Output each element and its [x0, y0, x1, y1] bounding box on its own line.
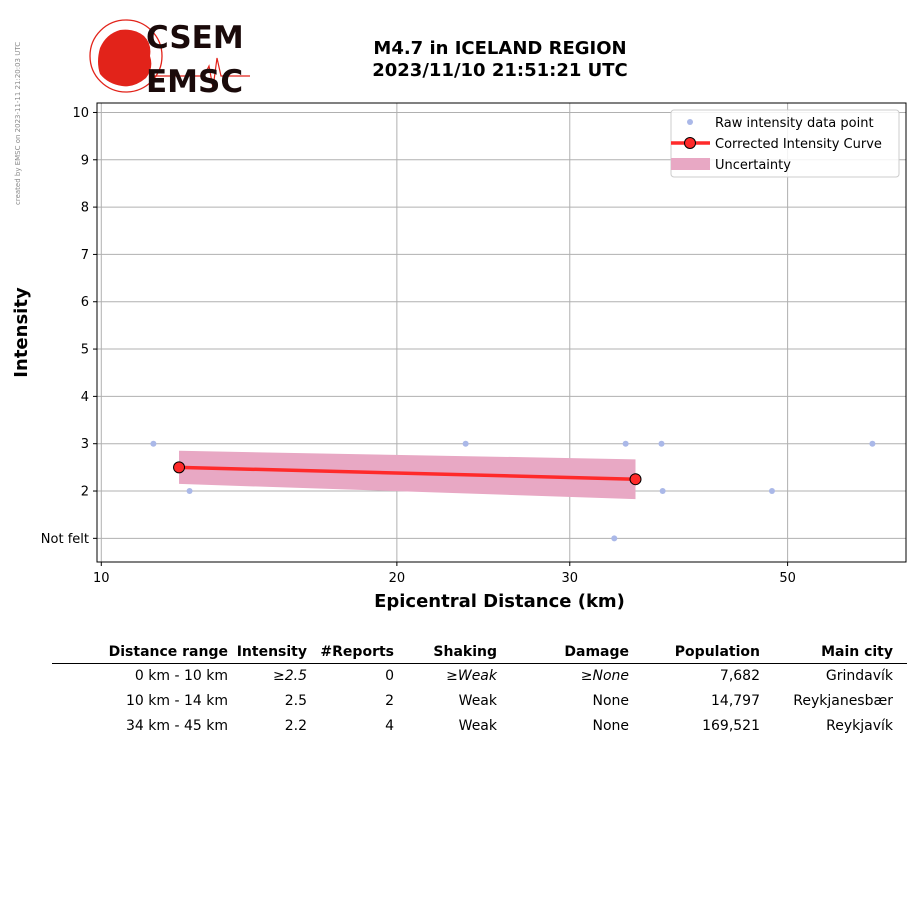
header-intensity: Intensity: [236, 644, 307, 660]
cell-population: 7,682: [719, 668, 760, 684]
emsc-logo: CSEM EMSC: [89, 19, 250, 100]
chart-legend: Raw intensity data point Corrected Intens…: [670, 109, 900, 178]
y-tick-label: 9: [81, 153, 89, 168]
table-row: 0 km - 10 km ≥2.5 0 ≥Weak ≥None 7,682 Gr…: [52, 664, 907, 689]
header-distance: Distance range: [108, 644, 228, 660]
header-population: Population: [674, 644, 760, 660]
y-axis-label: Intensity: [11, 287, 32, 378]
header-damage: Damage: [564, 644, 629, 660]
cell-damage: None: [592, 718, 629, 734]
x-axis-label: Epicentral Distance (km): [374, 591, 625, 612]
x-tick-label: 30: [562, 571, 579, 586]
cell-damage: ≥None: [580, 668, 629, 684]
title-line-1: M4.7 in ICELAND REGION: [373, 38, 627, 59]
raw-data-point: [659, 488, 666, 495]
table-header-row: Distance range Intensity #Reports Shakin…: [52, 640, 907, 664]
raw-data-point: [768, 488, 775, 495]
cell-shaking: ≥Weak: [446, 668, 497, 684]
raw-data-point: [611, 535, 618, 542]
legend-marker-curve: [684, 137, 696, 149]
corrected-curve-point: [629, 473, 642, 486]
x-tick-label: 10: [93, 571, 110, 586]
raw-data-point: [622, 440, 629, 447]
y-tick-label: 8: [81, 201, 89, 216]
cell-distance: 34 km - 45 km: [126, 718, 228, 734]
x-tick-label: 50: [779, 571, 796, 586]
cell-intensity: 2.2: [284, 718, 307, 734]
y-tick-label: Not felt: [41, 532, 89, 547]
page-title: M4.7 in ICELAND REGION 2023/11/10 21:51:…: [300, 38, 700, 82]
raw-data-point: [869, 440, 876, 447]
cell-intensity: ≥2.5: [273, 668, 307, 684]
raw-data-point: [658, 440, 665, 447]
cell-reports: 2: [385, 693, 394, 709]
logo-top-word: CSEM: [146, 20, 244, 56]
x-tick-label: 20: [389, 571, 406, 586]
y-tick-label: 10: [72, 106, 89, 121]
cell-main-city: Reykjanesbær: [793, 693, 893, 709]
raw-data-point: [150, 440, 157, 447]
cell-damage: None: [592, 693, 629, 709]
raw-data-point: [186, 488, 193, 495]
raw-data-point: [462, 440, 469, 447]
plot-frame: [96, 102, 907, 563]
y-tick-label: 6: [81, 295, 89, 310]
cell-shaking: Weak: [458, 693, 497, 709]
header-main-city: Main city: [821, 644, 893, 660]
cell-distance: 0 km - 10 km: [134, 668, 228, 684]
corrected-curve-line: [178, 465, 636, 481]
legend-swatch-uncertainty: [671, 158, 710, 170]
logo-bottom-word: EMSC: [146, 64, 243, 100]
table-row: 10 km - 14 km 2.5 2 Weak None 14,797 Rey…: [52, 689, 907, 714]
legend-marker-raw: [687, 119, 693, 125]
legend-label: Raw intensity data point: [715, 116, 874, 131]
cell-intensity: 2.5: [284, 693, 307, 709]
y-tick-label: 7: [81, 248, 89, 263]
table-row: 34 km - 45 km 2.2 4 Weak None 169,521 Re…: [52, 714, 907, 739]
intensity-chart: Not felt 2 3 4 5 6 7 8 9 10 10 20 30 50 Epicentral Dis…: [11, 102, 907, 612]
cell-main-city: Grindavík: [825, 668, 893, 684]
y-tick-label: 2: [81, 485, 89, 500]
summary-table: Distance range Intensity #Reports Shakin…: [52, 640, 907, 739]
cell-population: 14,797: [711, 693, 760, 709]
cell-reports: 4: [385, 718, 394, 734]
y-tick-label: 3: [81, 437, 89, 452]
header-reports: #Reports: [320, 644, 394, 660]
title-line-2: 2023/11/10 21:51:21 UTC: [372, 60, 628, 81]
cell-reports: 0: [385, 668, 394, 684]
cell-shaking: Weak: [458, 718, 497, 734]
y-tick-label: 5: [81, 343, 89, 358]
y-tick-label: 4: [81, 390, 89, 405]
cell-distance: 10 km - 14 km: [126, 693, 228, 709]
legend-label: Uncertainty: [715, 158, 791, 173]
cell-main-city: Reykjavík: [826, 718, 893, 734]
legend-label: Corrected Intensity Curve: [715, 137, 882, 152]
corrected-curve-point: [173, 461, 186, 474]
cell-population: 169,521: [702, 718, 760, 734]
header-shaking: Shaking: [433, 644, 497, 660]
